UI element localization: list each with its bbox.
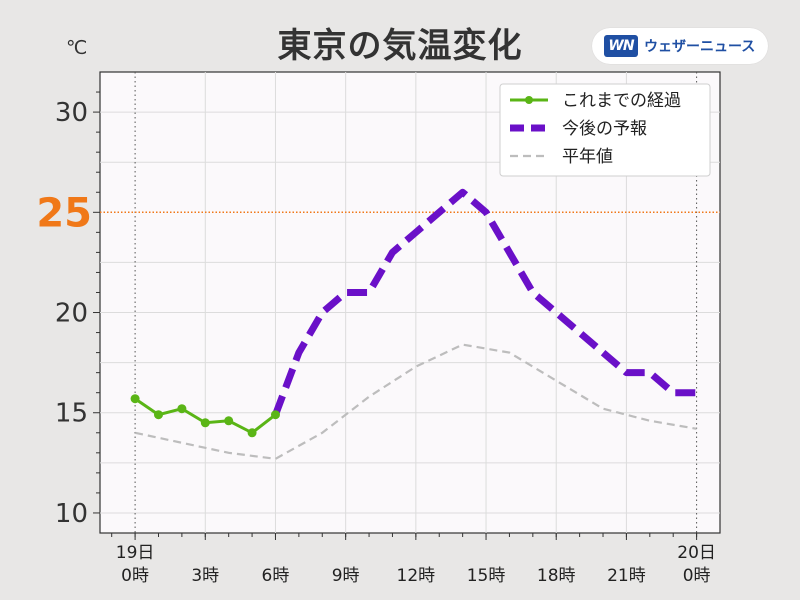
legend-label-normal: 平年値 <box>562 147 613 167</box>
x-tick-label: 9時 <box>332 566 360 586</box>
x-tick-label: 0時 <box>121 566 149 586</box>
y-axis-unit: ℃ <box>66 37 88 59</box>
series-point-observed <box>200 418 210 428</box>
legend-marker-observed <box>525 96 533 104</box>
series-line-normal <box>134 343 697 460</box>
x-tick-label: 3時 <box>191 566 219 586</box>
x-tick-label: 12時 <box>397 566 436 586</box>
chart-title: 東京の気温変化 <box>277 26 523 66</box>
series-line-forecast <box>272 188 697 416</box>
y-tick-label: 20 <box>55 299 88 329</box>
series-point-observed <box>247 428 257 438</box>
series-point-observed <box>270 410 280 420</box>
y-tick-label: 15 <box>55 399 88 429</box>
x-tick-label-date: 19日 <box>116 543 155 563</box>
x-tick-label: 15時 <box>467 566 506 586</box>
threshold-label-25: 25 <box>36 190 92 236</box>
x-tick-label: 18時 <box>537 566 576 586</box>
y-tick-label: 10 <box>55 499 88 529</box>
brand-name: ウェザーニュース <box>644 39 756 55</box>
series-point-observed <box>224 416 234 426</box>
x-tick-label: 21時 <box>607 566 646 586</box>
brand-logo-icon: WN <box>604 35 638 57</box>
y-tick-label: 30 <box>55 98 88 128</box>
x-tick-label: 6時 <box>262 566 290 586</box>
series-point-observed <box>130 394 140 404</box>
legend-label-observed: これまでの経過 <box>562 91 681 111</box>
legend-box <box>499 83 711 177</box>
series-point-observed <box>177 404 187 414</box>
brand-badge: WN ウェザーニュース <box>592 28 768 64</box>
series-point-observed <box>153 410 163 420</box>
legend-label-forecast: 今後の予報 <box>562 119 647 139</box>
x-tick-label: 0時 <box>683 566 711 586</box>
x-tick-label-date: 20日 <box>677 543 716 563</box>
